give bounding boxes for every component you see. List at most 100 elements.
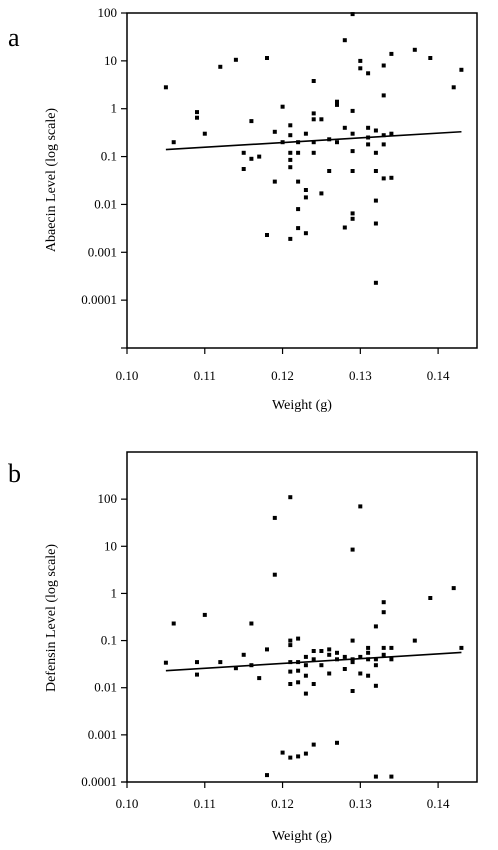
data-point <box>350 131 355 136</box>
data-point <box>303 188 308 192</box>
data-point <box>459 67 464 72</box>
data-point <box>381 93 386 98</box>
data-point <box>335 657 339 662</box>
panel-a-y-axis-title: Abaecin Level (log scale) <box>44 108 59 253</box>
data-point <box>373 280 378 285</box>
data-point <box>358 58 363 63</box>
data-point <box>233 57 238 62</box>
x-tick-label: 0.11 <box>194 796 216 811</box>
data-point <box>296 226 301 231</box>
data-point <box>296 179 301 184</box>
data-point <box>412 47 417 52</box>
panel-b-x-ticks: 0.10 0.11 0.12 0.13 0.14 <box>116 782 450 811</box>
data-point <box>366 71 371 76</box>
data-point <box>381 63 386 68</box>
data-point <box>311 742 316 747</box>
data-point <box>428 56 433 60</box>
data-point <box>373 221 378 226</box>
y-tick-label: 0.01 <box>94 680 117 695</box>
data-point <box>342 125 347 130</box>
data-point <box>373 683 378 688</box>
panel-b-plot-frame <box>126 451 478 783</box>
data-point <box>350 638 355 643</box>
data-point <box>366 135 371 140</box>
data-point <box>451 85 456 90</box>
data-point <box>241 150 246 155</box>
y-tick-label: 0.001 <box>88 244 117 259</box>
data-point <box>342 225 347 230</box>
panel-b-letter: b <box>8 459 21 488</box>
data-point <box>296 668 301 673</box>
data-point <box>303 663 308 668</box>
data-point <box>358 654 363 659</box>
data-point <box>265 56 269 60</box>
data-point <box>389 657 394 662</box>
y-tick-label: 0.0001 <box>81 774 117 789</box>
x-tick-label: 0.10 <box>116 796 139 811</box>
data-point <box>288 495 293 500</box>
data-point <box>280 750 285 755</box>
data-point <box>366 125 371 130</box>
y-tick-label: 10 <box>104 538 117 553</box>
data-point <box>451 586 456 591</box>
x-tick-label: 0.14 <box>427 368 450 383</box>
data-point <box>327 652 332 657</box>
panel-b: b 0.10 0.11 0.12 0.13 0.14 100 10 1 0.1 0.01 0.00… <box>8 451 478 844</box>
x-tick-label: 0.13 <box>349 368 372 383</box>
data-point <box>381 176 386 181</box>
data-point <box>327 647 332 652</box>
data-point <box>288 669 293 674</box>
data-point <box>280 104 285 109</box>
y-tick-label: 0.1 <box>101 633 117 648</box>
data-point <box>373 198 378 203</box>
panel-a-points <box>163 12 464 285</box>
data-point <box>296 150 301 155</box>
data-point <box>335 650 339 655</box>
data-point <box>233 666 238 671</box>
data-point <box>373 128 378 133</box>
data-point <box>288 682 293 686</box>
data-point <box>358 504 363 509</box>
y-tick-label: 100 <box>98 5 118 20</box>
data-point <box>303 673 308 678</box>
panel-b-points <box>163 495 464 779</box>
data-point <box>381 133 386 138</box>
data-point <box>218 64 223 69</box>
data-point <box>303 691 308 696</box>
data-point <box>311 79 316 83</box>
data-point <box>288 638 293 643</box>
data-point <box>319 117 324 122</box>
data-point <box>319 191 324 196</box>
data-point <box>342 667 347 671</box>
data-point <box>327 137 332 142</box>
data-point <box>272 129 277 134</box>
data-point <box>335 99 339 104</box>
data-point <box>366 645 371 650</box>
data-point <box>350 547 355 552</box>
data-point <box>249 156 254 161</box>
data-point <box>195 110 199 115</box>
data-point <box>366 673 371 678</box>
x-tick-label: 0.12 <box>271 368 294 383</box>
data-point <box>202 612 207 617</box>
data-point <box>202 131 207 136</box>
data-point <box>241 652 246 657</box>
data-point <box>342 654 347 659</box>
data-point <box>389 51 394 56</box>
data-point <box>163 85 168 90</box>
data-point <box>412 638 417 643</box>
data-point <box>195 672 199 677</box>
data-point <box>265 773 269 778</box>
data-point <box>389 131 394 136</box>
data-point <box>373 169 378 173</box>
data-point <box>366 142 371 147</box>
x-tick-label: 0.10 <box>116 368 139 383</box>
data-point <box>288 123 293 128</box>
data-point <box>257 676 262 681</box>
data-point <box>373 774 378 779</box>
data-point <box>265 233 269 237</box>
panel-a-y-ticks: 100 10 1 0.1 0.01 0.001 0.0001 <box>81 5 127 349</box>
data-point <box>389 175 394 180</box>
data-point <box>373 150 378 155</box>
